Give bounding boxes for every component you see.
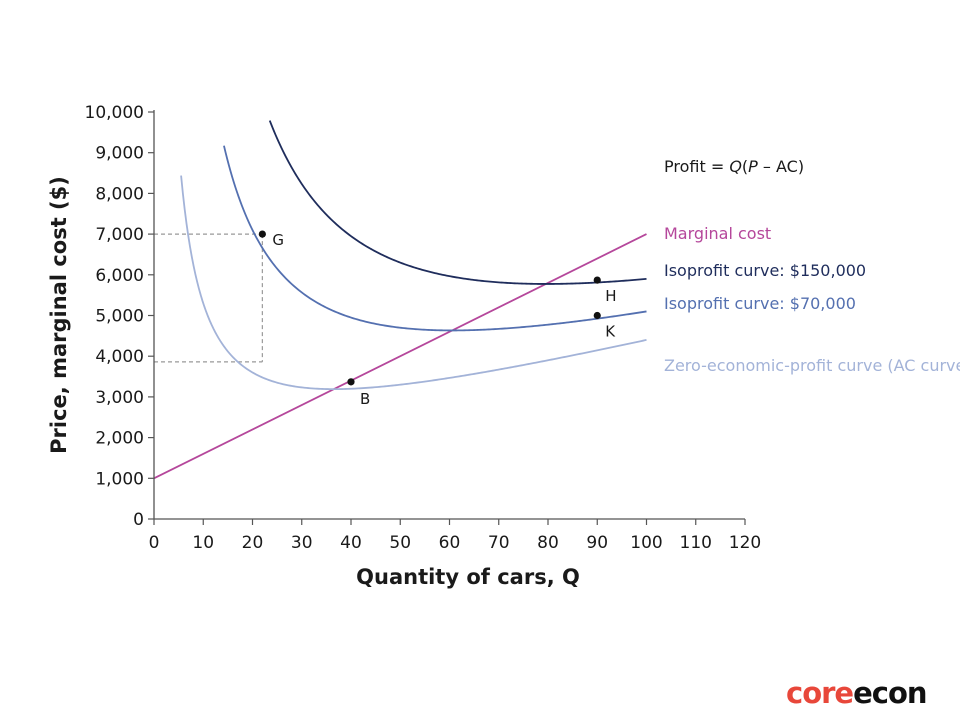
- points: G B HK: [258, 230, 617, 408]
- y-tick-label: 2,000: [95, 429, 144, 449]
- y-tick-label: 6,000: [95, 266, 144, 286]
- curves: [153, 120, 647, 480]
- point-label-g: G: [272, 231, 284, 249]
- series-labels: Marginal cost Isoprofit curve: $150,000 Is…: [664, 224, 960, 375]
- y-axis-title: Price, marginal cost ($): [47, 176, 71, 454]
- x-tick-label: 60: [439, 533, 461, 553]
- y-tick-label: 5,000: [95, 307, 144, 327]
- guide-lines: [154, 233, 263, 363]
- y-tick-label: 8,000: [95, 184, 144, 204]
- curve-zero-economic-profit-curve-ac-curve: [180, 175, 647, 391]
- x-tick-label: 100: [630, 533, 662, 553]
- point-g: [258, 230, 266, 238]
- y-tick-label: 0: [133, 510, 144, 530]
- y-tick-label: 4,000: [95, 347, 144, 367]
- curve-isoprofit-curve-70-000: [223, 145, 647, 332]
- point-h: [593, 276, 601, 284]
- series-label: Isoprofit curve: $150,000: [664, 261, 866, 280]
- y-tick-label: 9,000: [95, 144, 144, 164]
- y-tick-label: 1,000: [95, 469, 144, 489]
- x-tick-label: 20: [242, 533, 264, 553]
- point-k: [593, 311, 601, 320]
- curve-marginal-cost: [153, 233, 647, 480]
- x-axis-title: Quantity of cars, Q: [356, 565, 580, 589]
- series-label: Marginal cost: [664, 224, 771, 243]
- series-label: Isoprofit curve: $70,000: [664, 294, 856, 313]
- series-label: Zero-economic-profit curve (AC curve): [664, 356, 960, 375]
- point-label-h: H: [605, 287, 616, 305]
- y-tick-label: 7,000: [95, 225, 144, 245]
- x-tick-label: 80: [537, 533, 559, 553]
- coreecon-logo: coreecon: [786, 676, 928, 710]
- curve-isoprofit-curve-150-000: [268, 120, 647, 285]
- x-tick-label: 10: [192, 533, 214, 553]
- y-tick-label: 10,000: [85, 103, 144, 123]
- x-tick-label: 90: [586, 533, 608, 553]
- x-tick-label: 0: [149, 533, 160, 553]
- x-tick-label: 40: [340, 533, 362, 553]
- y-tick-label: 3,000: [95, 388, 144, 408]
- point-b: [347, 378, 355, 386]
- x-tick-label: 30: [291, 533, 313, 553]
- profit-formula: Profit = Q(P – AC): [664, 157, 804, 176]
- axes: 0 10 20 30 40 50 60 70 80 90 100 110 120 0 1,000 2,000 3…: [85, 103, 762, 553]
- point-label-b: B: [360, 390, 370, 408]
- x-tick-label: 110: [680, 533, 712, 553]
- point-label-k: K: [605, 323, 616, 341]
- x-tick-label: 120: [729, 533, 761, 553]
- x-tick-label: 50: [389, 533, 411, 553]
- x-tick-label: 70: [488, 533, 510, 553]
